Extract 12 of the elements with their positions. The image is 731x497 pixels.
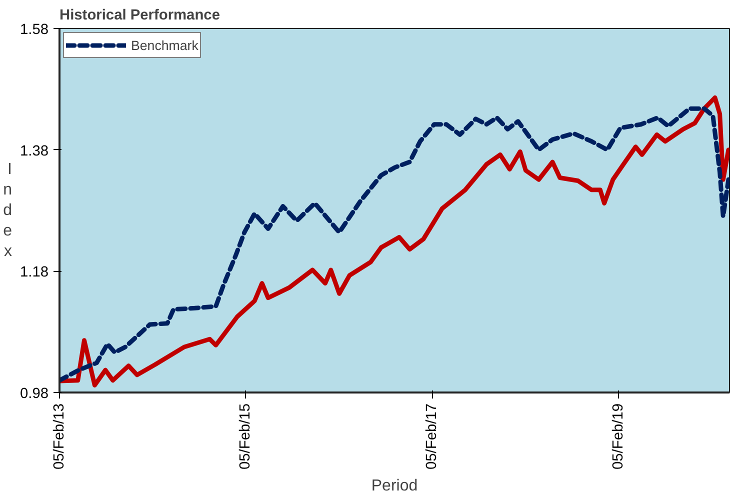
y-tick-label: 1.18 <box>20 264 49 281</box>
x-tick-label: 05/Feb/17 <box>424 403 440 470</box>
y-tick-label: 0.98 <box>20 386 49 402</box>
y-tick-label: 1.38 <box>20 143 49 160</box>
y-axis-title: Index <box>3 161 12 260</box>
chart-title: Historical Performance <box>60 8 220 24</box>
x-tick-label: 05/Feb/13 <box>52 403 68 470</box>
y-tick-label: 1.58 <box>20 22 49 38</box>
x-axis-title: Period <box>371 478 418 495</box>
x-tick-label: 05/Feb/19 <box>610 403 626 470</box>
legend-label: Benchmark <box>131 38 198 52</box>
x-tick-label: 05/Feb/15 <box>238 403 254 470</box>
